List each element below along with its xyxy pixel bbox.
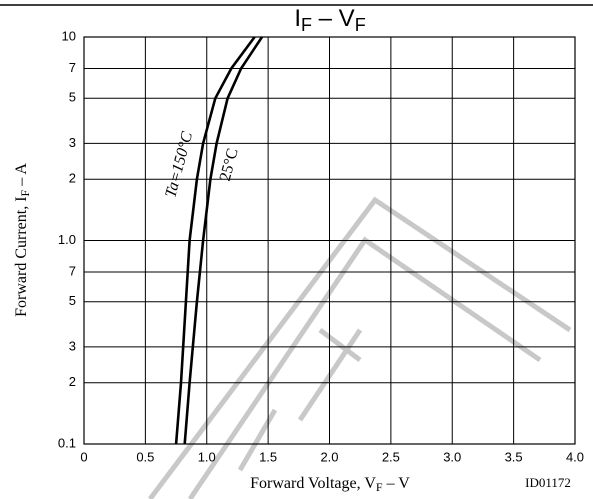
figure-id: ID01172 [525, 475, 571, 490]
x-tick-label: 2.0 [320, 449, 338, 464]
y-tick-label: 10 [62, 28, 76, 43]
y-tick-label: 7 [69, 60, 76, 75]
label-part: – A [13, 163, 30, 190]
curve [174, 36, 256, 445]
y-tick-label: 5 [69, 293, 76, 308]
y-tick-label: 3 [69, 338, 76, 353]
y-tick-label: 2 [69, 171, 76, 186]
x-tick-label: 2.5 [382, 449, 400, 464]
curve-label: 25°C [217, 147, 242, 183]
curve-label: Ta=150°C [162, 130, 196, 200]
y-tick-label: 0.1 [58, 435, 76, 450]
x-tick-label: 0.5 [136, 449, 154, 464]
y-tick-label: 3 [69, 135, 76, 150]
x-tick-label: 1.0 [198, 449, 216, 464]
y-tick-label: 5 [69, 90, 76, 105]
x-tick-label: 3.5 [505, 449, 523, 464]
title-part: – V [312, 5, 355, 32]
title-sub: F [355, 15, 366, 35]
y-tick-label: 7 [69, 263, 76, 278]
x-tick-label: 3.0 [443, 449, 461, 464]
x-axis-label: Forward Voltage, VF – V [250, 475, 410, 494]
y-axis-label: Forward Current, IF – A [13, 163, 32, 317]
label-part: – V [383, 475, 411, 492]
plot-frame [83, 36, 576, 445]
x-tick-label: 1.5 [259, 449, 277, 464]
title-part: I [294, 5, 301, 32]
title-sub: F [301, 15, 312, 35]
chart-title: IF – VF [294, 5, 365, 34]
y-tick-label: 1.0 [58, 232, 76, 247]
x-tick-label: 4.0 [566, 449, 584, 464]
label-part: Forward Current, I [13, 196, 30, 316]
label-sub: F [18, 189, 32, 196]
y-tick-label: 2 [69, 374, 76, 389]
curve [183, 36, 264, 445]
label-part: Forward Voltage, V [250, 475, 376, 492]
x-tick-label: 0 [80, 449, 87, 464]
label-sub: F [376, 480, 383, 494]
